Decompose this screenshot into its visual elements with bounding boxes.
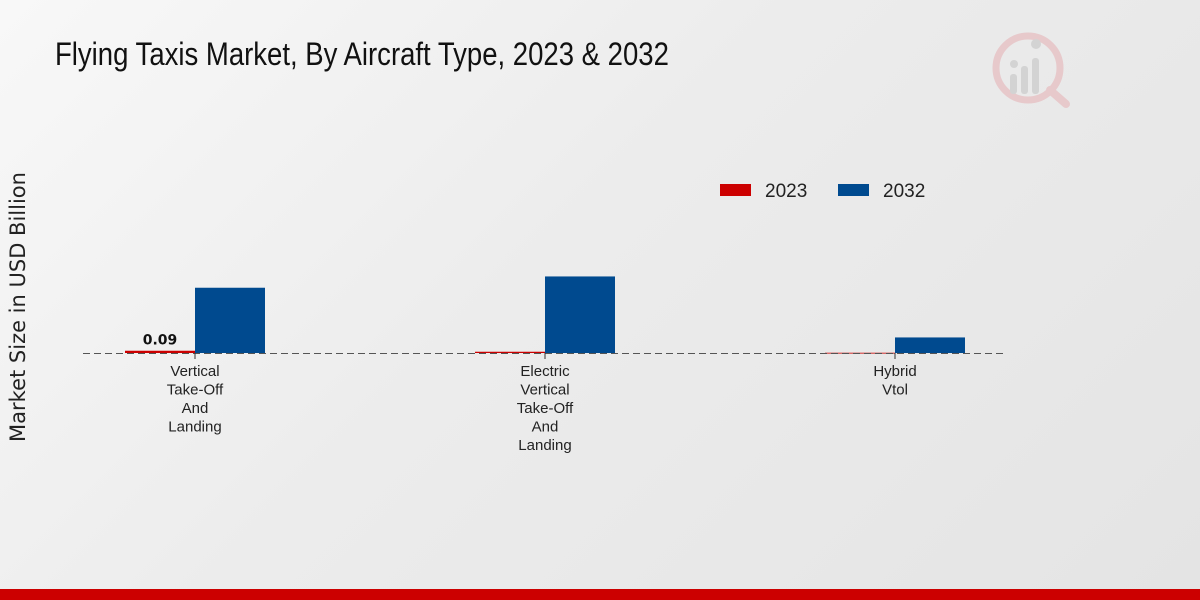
bar-2032-0 xyxy=(195,287,265,353)
legend-label-2032: 2032 xyxy=(883,181,925,202)
data-labels: 0.09 xyxy=(143,333,178,349)
bar-2032-1 xyxy=(545,276,615,353)
bar-2032-2 xyxy=(895,337,965,353)
bars xyxy=(125,276,965,354)
legend-swatch-2023 xyxy=(720,184,751,196)
footer-bar xyxy=(0,589,1200,600)
x-tick-label-2: Hybrid Vtol xyxy=(873,363,916,399)
data-label-0: 0.09 xyxy=(143,333,178,349)
legend: 2023 2032 xyxy=(720,181,925,202)
legend-swatch-2032 xyxy=(838,184,869,196)
x-axis-ticks: Vertical Take-Off And Landing Electric Vertic… xyxy=(167,353,917,454)
x-tick-label-0: Vertical Take-Off And Landing xyxy=(167,363,224,436)
x-tick-label-1: Electric Vertical Take-Off And Landing xyxy=(517,363,574,454)
chart-title: Flying Taxis Market, By Aircraft Type, 2… xyxy=(55,36,669,72)
bar-2023-1 xyxy=(475,351,545,353)
legend-label-2023: 2023 xyxy=(765,181,807,202)
bar-2023-0 xyxy=(125,350,195,353)
brand-logo-icon xyxy=(992,32,1070,108)
